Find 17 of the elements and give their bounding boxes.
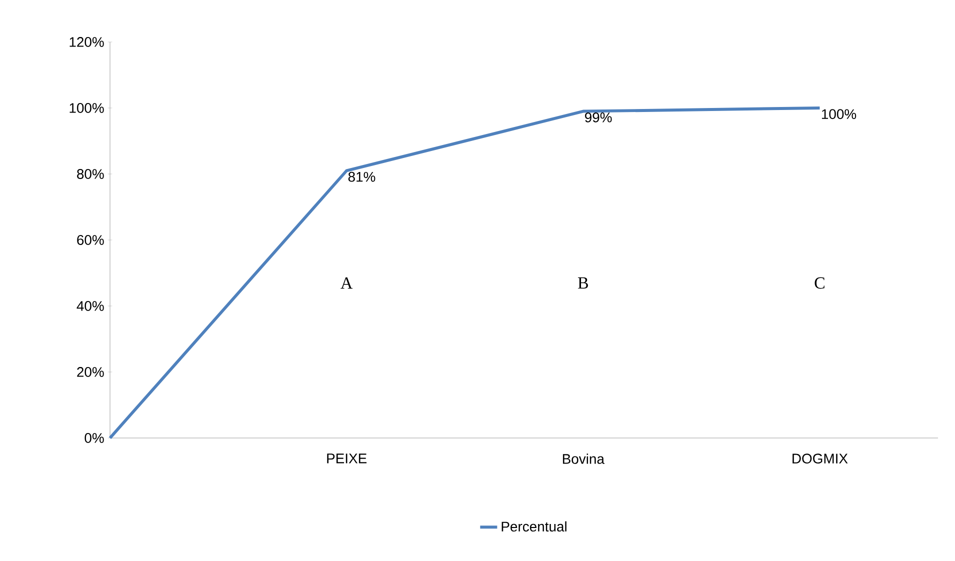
y-tick-label: 60%	[77, 235, 104, 245]
annotation: B	[578, 277, 588, 289]
data-label: 99%	[585, 112, 612, 122]
annotation: A	[340, 277, 353, 289]
y-tick-label: 120%	[70, 37, 104, 47]
x-tick-label: DOGMIX	[792, 454, 848, 464]
x-tick-label: Bovina	[562, 454, 604, 464]
legend-label: Percentual	[502, 521, 566, 532]
y-tick-label: 20%	[77, 367, 104, 377]
data-label: 81%	[348, 172, 376, 182]
y-tick-label: 40%	[76, 301, 104, 311]
y-tick-label: 0%	[84, 433, 104, 443]
y-tick-label: 100%	[70, 103, 104, 113]
data-label: 100%	[822, 109, 856, 120]
y-tick-label: 80%	[77, 169, 104, 179]
annotation: C	[814, 277, 824, 289]
x-tick-label: PEIXE	[327, 454, 367, 464]
